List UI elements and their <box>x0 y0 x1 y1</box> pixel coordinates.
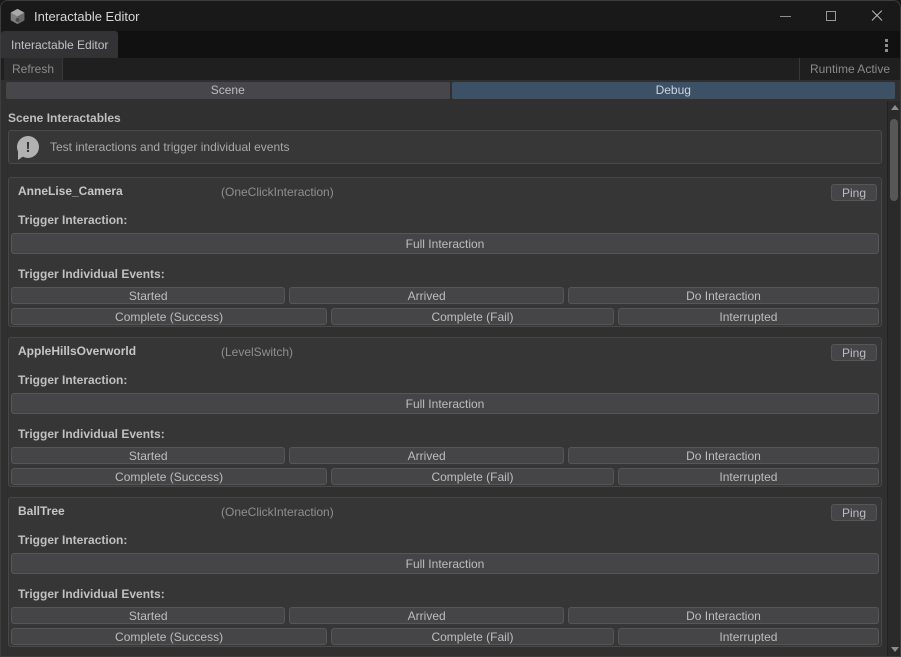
interrupted-button[interactable]: Interrupted <box>617 308 879 325</box>
minimize-icon <box>779 15 791 17</box>
interactable-name: BallTree <box>18 504 65 518</box>
started-button[interactable]: Started <box>11 607 286 624</box>
event-button-row: Started Arrived Do Interaction <box>11 607 880 624</box>
complete-success-button[interactable]: Complete (Success) <box>11 468 328 485</box>
scroll-area: Scene Interactables ! Test interactions … <box>1 99 887 656</box>
interrupted-button[interactable]: Interrupted <box>617 468 879 485</box>
scroll-down-icon[interactable] <box>891 647 899 652</box>
interactable-type: (OneClickInteraction) <box>221 505 334 519</box>
arrived-button[interactable]: Arrived <box>289 287 564 304</box>
vertical-scrollbar[interactable] <box>887 101 900 656</box>
content-panel: Scene Debug Scene Interactables ! Test i… <box>1 80 900 656</box>
info-box: ! Test interactions and trigger individu… <box>8 130 882 164</box>
unity-cube-icon <box>10 8 25 24</box>
arrived-button[interactable]: Arrived <box>289 607 564 624</box>
info-box-text: Test interactions and trigger individual… <box>50 140 290 154</box>
trigger-interaction-label: Trigger Interaction: <box>18 373 128 387</box>
complete-fail-button[interactable]: Complete (Fail) <box>331 628 614 645</box>
ping-button[interactable]: Ping <box>831 184 877 201</box>
maximize-icon <box>826 11 836 21</box>
event-button-row: Started Arrived Do Interaction <box>11 287 880 304</box>
section-header: AnneLise_Camera (OneClickInteraction) Pi… <box>11 184 879 201</box>
interrupted-button[interactable]: Interrupted <box>617 628 879 645</box>
titlebar: Interactable Editor <box>1 1 900 31</box>
debug-tab-button[interactable]: Debug <box>451 82 895 99</box>
scene-tab-button[interactable]: Scene <box>6 82 450 99</box>
do-interaction-button[interactable]: Do Interaction <box>567 287 880 304</box>
event-button-row: Complete (Success) Complete (Fail) Inter… <box>11 308 879 325</box>
toolbar: Refresh Runtime Active <box>1 58 900 80</box>
scrollbar-thumb[interactable] <box>890 119 898 201</box>
interactable-section: AppleHillsOverworld (LevelSwitch) Ping T… <box>8 337 882 487</box>
complete-success-button[interactable]: Complete (Success) <box>11 308 328 325</box>
trigger-events-label: Trigger Individual Events: <box>18 427 165 441</box>
interactable-section: AnneLise_Camera (OneClickInteraction) Pi… <box>8 177 882 327</box>
trigger-interaction-label: Trigger Interaction: <box>18 533 128 547</box>
section-header: BallTree (OneClickInteraction) Ping <box>11 504 879 521</box>
complete-fail-button[interactable]: Complete (Fail) <box>331 468 614 485</box>
interactable-type: (LevelSwitch) <box>221 345 294 359</box>
event-button-row: Started Arrived Do Interaction <box>11 447 880 464</box>
tab-interactable-editor[interactable]: Interactable Editor <box>1 31 119 58</box>
minimize-button[interactable] <box>762 1 808 31</box>
kebab-menu-icon[interactable] <box>879 36 893 54</box>
page-title: Scene Interactables <box>8 111 121 125</box>
interactable-name: AppleHillsOverworld <box>18 344 137 358</box>
do-interaction-button[interactable]: Do Interaction <box>567 447 880 464</box>
view-toggle: Scene Debug <box>6 82 895 99</box>
maximize-button[interactable] <box>808 1 854 31</box>
section-header: AppleHillsOverworld (LevelSwitch) Ping <box>11 344 879 361</box>
interactable-type: (OneClickInteraction) <box>221 185 334 199</box>
complete-success-button[interactable]: Complete (Success) <box>11 628 328 645</box>
full-interaction-button[interactable]: Full Interaction <box>11 393 879 414</box>
scroll-up-icon[interactable] <box>891 105 899 110</box>
interactable-name: AnneLise_Camera <box>18 184 123 198</box>
interactable-section: BallTree (OneClickInteraction) Ping Trig… <box>8 497 882 647</box>
close-icon <box>871 10 883 22</box>
interactable-list: AnneLise_Camera (OneClickInteraction) Pi… <box>1 177 887 647</box>
started-button[interactable]: Started <box>11 287 286 304</box>
trigger-events-label: Trigger Individual Events: <box>18 267 165 281</box>
complete-fail-button[interactable]: Complete (Fail) <box>331 308 614 325</box>
close-button[interactable] <box>854 1 900 31</box>
do-interaction-button[interactable]: Do Interaction <box>567 607 880 624</box>
tab-strip: Interactable Editor <box>1 31 900 58</box>
arrived-button[interactable]: Arrived <box>289 447 564 464</box>
window-title: Interactable Editor <box>34 8 140 24</box>
trigger-events-label: Trigger Individual Events: <box>18 587 165 601</box>
event-button-row: Complete (Success) Complete (Fail) Inter… <box>11 628 879 645</box>
started-button[interactable]: Started <box>11 447 286 464</box>
refresh-button[interactable]: Refresh <box>4 58 62 80</box>
toolbar-separator <box>62 58 63 80</box>
full-interaction-button[interactable]: Full Interaction <box>11 233 879 254</box>
info-bubble-icon: ! <box>17 136 39 158</box>
ping-button[interactable]: Ping <box>831 504 877 521</box>
runtime-active-label: Runtime Active <box>798 58 900 80</box>
trigger-interaction-label: Trigger Interaction: <box>18 213 128 227</box>
event-button-row: Complete (Success) Complete (Fail) Inter… <box>11 468 879 485</box>
window-controls <box>762 1 900 31</box>
tab-label: Interactable Editor <box>11 37 109 52</box>
full-interaction-button[interactable]: Full Interaction <box>11 553 879 574</box>
ping-button[interactable]: Ping <box>831 344 877 361</box>
